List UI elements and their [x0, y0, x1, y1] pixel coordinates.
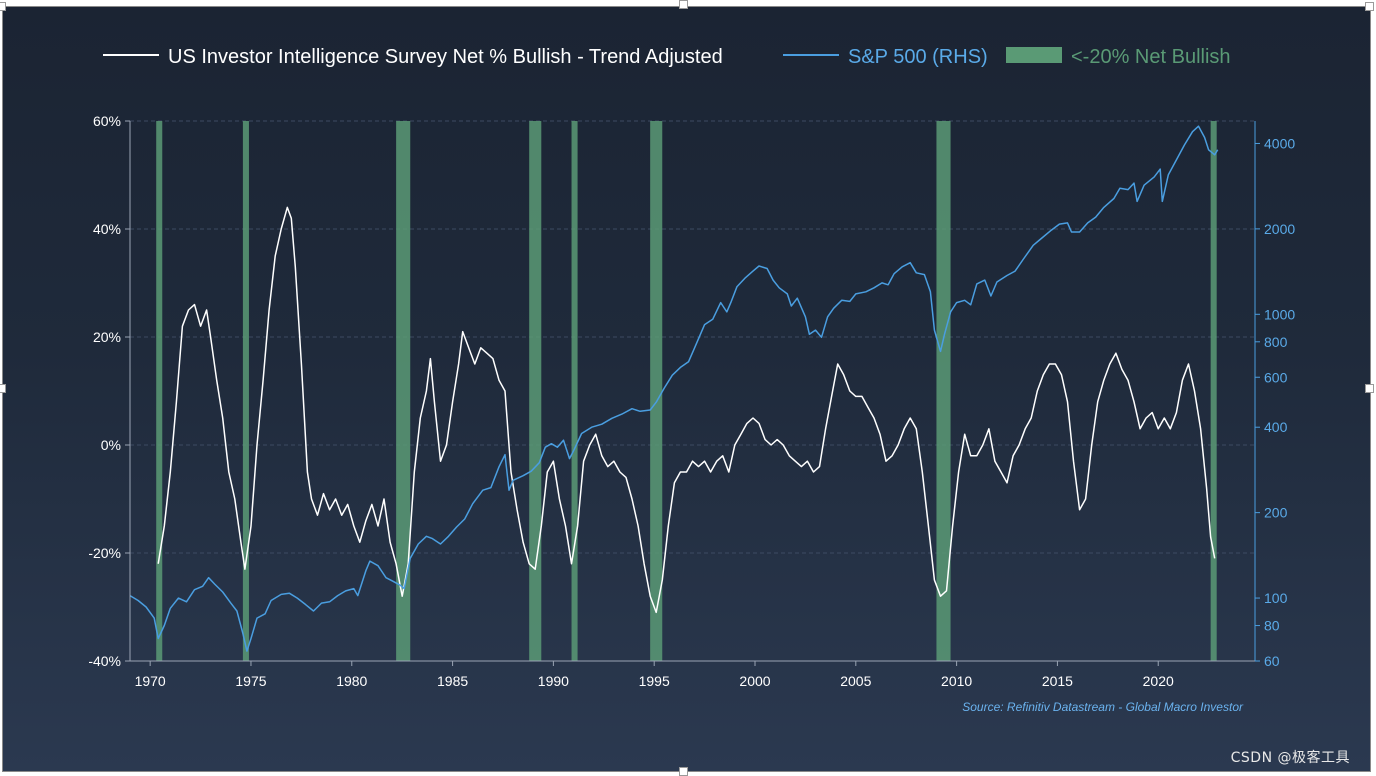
shaded-period-3	[529, 121, 542, 661]
resize-handle-top-left[interactable]	[0, 2, 6, 11]
right-tick-label-9: 60	[1264, 653, 1280, 669]
x-tick-label-3: 1985	[437, 673, 468, 689]
shaded-period-6	[936, 121, 951, 661]
right-tick-label-7: 100	[1264, 590, 1288, 606]
x-tick-label-0: 1970	[135, 673, 166, 689]
left-tick-label-2: 20%	[93, 329, 121, 345]
shaded-period-7	[1210, 121, 1217, 661]
resize-handle-bottom-middle[interactable]	[679, 767, 688, 776]
series-line-net-bullish	[157, 206, 1216, 614]
left-tick-label-0: 60%	[93, 113, 121, 129]
resize-handle-top-right[interactable]	[1365, 2, 1374, 11]
x-tick-label-5: 1995	[639, 673, 670, 689]
legend-swatch-box	[1006, 47, 1062, 63]
right-tick-label-8: 80	[1264, 618, 1280, 634]
shaded-period-4	[571, 121, 578, 661]
series-group	[129, 125, 1219, 652]
axes: 60% 40% 20% 0% -20% -40% 4000 2000 1000 800 600 400…	[88, 113, 1295, 689]
right-tick-label-3: 800	[1264, 334, 1288, 350]
legend-label-0: US Investor Intelligence Survey Net % Bu…	[168, 46, 723, 68]
legend-label-2: <-20% Net Bullish	[1071, 46, 1231, 68]
resize-handle-middle-left[interactable]	[0, 384, 6, 393]
legend-label-1: S&P 500 (RHS)	[848, 46, 988, 68]
x-tick-label-7: 2005	[840, 673, 871, 689]
left-tick-label-1: 40%	[93, 221, 121, 237]
shaded-periods	[156, 121, 1217, 661]
right-tick-label-1: 2000	[1264, 221, 1295, 237]
chart-background: 60% 40% 20% 0% -20% -40% 4000 2000 1000 800 600 400…	[2, 6, 1371, 772]
source-annotation: Source: Refinitiv Datastream - Global Ma…	[962, 700, 1244, 714]
x-tick-label-1: 1975	[235, 673, 266, 689]
right-tick-label-5: 400	[1264, 419, 1288, 435]
right-tick-label-6: 200	[1264, 505, 1288, 521]
shaded-period-5	[650, 121, 663, 661]
resize-handle-middle-right[interactable]	[1365, 384, 1374, 393]
x-tick-label-4: 1990	[538, 673, 569, 689]
watermark-text: CSDN @极客工具	[1230, 750, 1350, 766]
gridlines	[130, 120, 1255, 662]
right-tick-label-2: 1000	[1264, 306, 1295, 322]
series-line-sp500	[129, 125, 1219, 652]
chart-svg: 60% 40% 20% 0% -20% -40% 4000 2000 1000 800 600 400…	[88, 46, 1295, 714]
shaded-period-0	[156, 121, 163, 661]
x-tick-label-10: 2020	[1143, 673, 1174, 689]
left-tick-label-4: -20%	[88, 545, 121, 561]
right-tick-label-4: 600	[1264, 369, 1288, 385]
x-tick-label-6: 2000	[739, 673, 770, 689]
left-tick-label-3: 0%	[101, 437, 121, 453]
annotations: Source: Refinitiv Datastream - Global Ma…	[962, 700, 1244, 714]
shaded-period-2	[396, 121, 411, 661]
shaded-period-1	[242, 121, 249, 661]
right-tick-label-0: 4000	[1264, 135, 1295, 151]
legend: US Investor Intelligence Survey Net % Bu…	[103, 46, 1231, 68]
left-tick-label-5: -40%	[88, 653, 121, 669]
x-tick-label-9: 2015	[1042, 673, 1073, 689]
x-tick-label-2: 1980	[336, 673, 367, 689]
resize-handle-top-middle[interactable]	[679, 0, 688, 9]
x-tick-label-8: 2010	[941, 673, 972, 689]
